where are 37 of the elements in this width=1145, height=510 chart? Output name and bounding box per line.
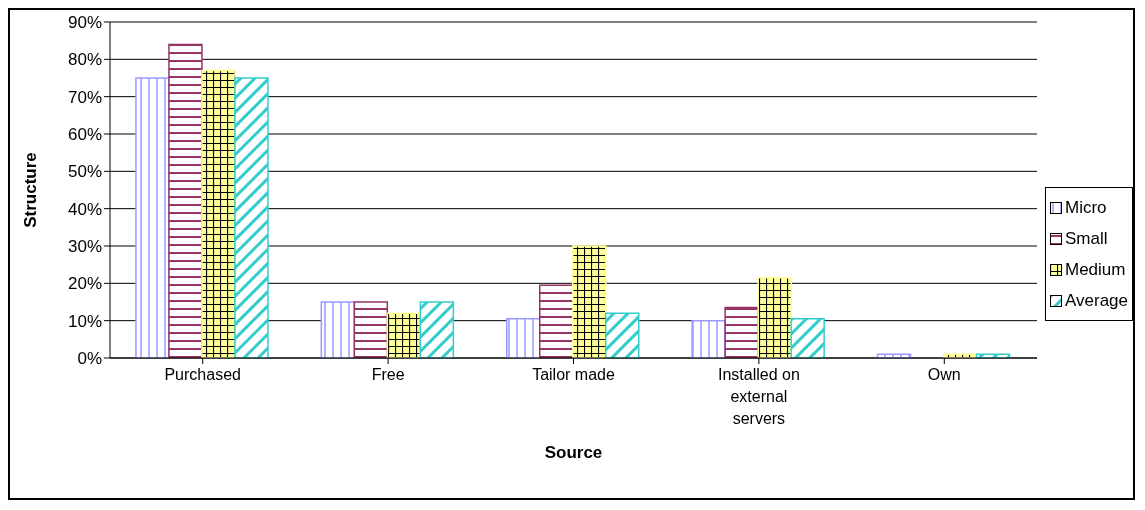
bar — [168, 43, 203, 358]
legend-label: Small — [1064, 228, 1108, 249]
x-tick-label: Free — [371, 366, 405, 383]
bar — [691, 319, 726, 358]
legend-label: Micro — [1064, 197, 1107, 218]
bar — [234, 77, 269, 358]
legend-label: Average — [1064, 290, 1128, 311]
bar — [201, 69, 236, 358]
x-axis-title: Source — [544, 443, 603, 462]
y-tick-label: 50% — [67, 162, 102, 182]
y-tick-label: 70% — [67, 87, 102, 107]
y-tick-label: 0% — [77, 349, 102, 369]
y-tick-label: 30% — [67, 237, 102, 257]
bar — [757, 276, 792, 358]
bar — [572, 245, 607, 358]
x-tick-label: Purchased — [164, 366, 241, 383]
bar — [419, 301, 455, 358]
bar — [353, 301, 389, 358]
y-tick-label: 60% — [67, 125, 102, 145]
y-axis-title: Structure — [21, 152, 41, 228]
bar — [386, 312, 422, 358]
legend-label: Medium — [1064, 259, 1126, 280]
y-tick-label: 90% — [67, 13, 102, 33]
bar — [605, 312, 640, 358]
y-tick-label: 10% — [67, 311, 102, 331]
bar — [320, 301, 356, 358]
x-tick-label: Installed on external servers — [717, 366, 800, 427]
y-tick-label: 80% — [67, 50, 102, 70]
y-tick-label: 40% — [67, 199, 102, 219]
x-tick-label: Own — [927, 366, 961, 383]
bar — [539, 284, 574, 358]
x-tick-label: Tailor made — [532, 366, 615, 383]
bar — [135, 77, 170, 358]
bar — [790, 318, 825, 358]
y-tick-label: 20% — [67, 274, 102, 294]
bar — [724, 306, 759, 358]
bar — [506, 318, 541, 358]
